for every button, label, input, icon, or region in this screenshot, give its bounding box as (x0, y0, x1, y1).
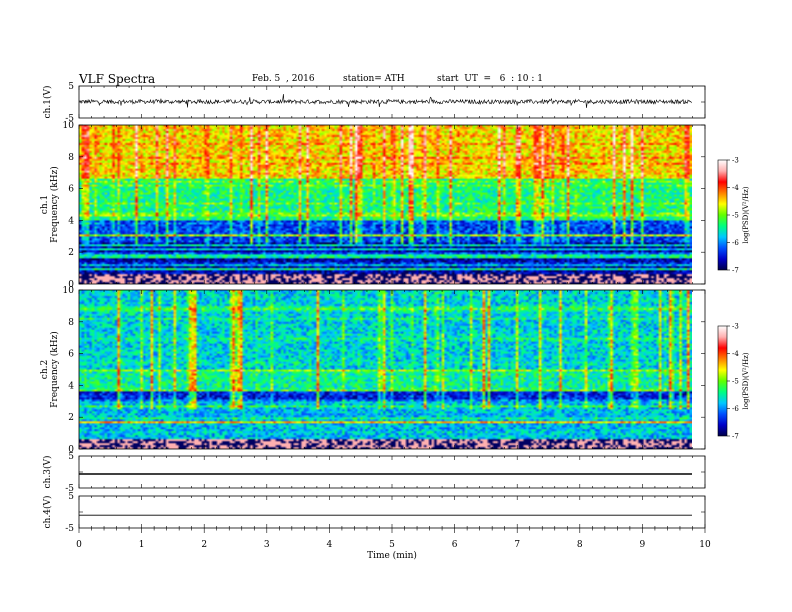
y-tick-label: -5 (65, 484, 74, 494)
ch2-spectrogram-panel: 0 2 4 6 8 10 ch.2 Frequency (kHz) (40, 286, 706, 455)
colorbar-tick-label: -6 (732, 405, 739, 413)
colorbar-tick-label: -3 (732, 323, 739, 331)
colorbar: -3 -4 -5 -6 -7 log(PSD)(V²/Hz) (717, 157, 750, 275)
y-axis-label: ch.3(V) (42, 456, 53, 489)
y-axis-label-channel: ch.1 (40, 195, 50, 214)
colorbar-tick-label: -7 (732, 433, 739, 441)
time-axis: 0 1 2 3 4 5 6 7 8 9 10 Time (min) (76, 528, 711, 561)
date-label: Feb. 5 , 2016 (252, 74, 315, 84)
y-tick-label: 10 (63, 286, 75, 296)
y-tick-label: 5 (68, 452, 74, 462)
x-tick-label: 8 (577, 540, 583, 550)
x-tick-label: 10 (699, 540, 711, 550)
y-tick-label: 4 (68, 381, 74, 391)
colorbar-tick-label: -5 (732, 378, 739, 386)
y-axis-label-channel: ch.2 (40, 360, 50, 379)
x-tick-label: 6 (452, 540, 458, 550)
y-tick-label: 8 (68, 318, 74, 328)
x-axis-label: Time (min) (367, 550, 417, 561)
colorbars: -3 -4 -5 -6 -7 log(PSD)(V²/Hz) -3 -4 -5 -6 -7 log(P… (717, 157, 750, 441)
ch1-spectrogram-panel: 0 2 4 6 8 10 ch.1 Frequency (kHz) (40, 121, 706, 290)
x-tick-label: 0 (76, 540, 82, 550)
spectrogram-image (79, 125, 692, 284)
chart-title: VLF Spectra (79, 72, 156, 86)
x-tick-label: 5 (389, 540, 395, 550)
start-time-label: start UT = 6 : 10 : 1 (437, 74, 543, 84)
y-tick-label: 0 (68, 280, 74, 290)
ch4-waveform-panel: 5 -5 ch.4(V) (42, 492, 706, 534)
y-tick-label: -5 (65, 524, 74, 534)
y-axis-label-frequency: Frequency (kHz) (49, 166, 60, 243)
y-tick-label: 0 (68, 445, 74, 455)
colorbar: -3 -4 -5 -6 -7 log(PSD)(V²/Hz) (717, 323, 750, 441)
colorbar-tick-label: -3 (732, 157, 739, 165)
x-tick-label: 3 (264, 540, 270, 550)
y-tick-label: -5 (65, 114, 74, 124)
ch1-waveform-line (78, 93, 692, 108)
ch3-waveform-panel: 5 -5 ch.3(V) (42, 452, 706, 494)
x-tick-label: 9 (640, 540, 646, 550)
colorbar-tick-label: -7 (732, 267, 739, 275)
x-tick-label: 1 (139, 540, 145, 550)
plot-panels: 5-5ch.1(V)5-5ch.3(V)5-5ch.4(V)0246810ch.… (40, 82, 706, 534)
x-tick-label: 4 (327, 540, 333, 550)
colorbar-gradient (717, 325, 728, 437)
colorbar-tick-label: -4 (732, 350, 739, 358)
y-tick-label: 8 (68, 153, 74, 163)
colorbar-gradient (717, 159, 728, 271)
y-tick-label: 10 (63, 121, 75, 131)
y-tick-label: 4 (68, 216, 74, 226)
colorbar-tick-label: -6 (732, 239, 739, 247)
y-tick-label: 6 (68, 350, 74, 360)
spectrogram-image (79, 290, 692, 449)
x-tick-label: 2 (201, 540, 207, 550)
panel-frame (78, 455, 706, 489)
colorbar-label: log(PSD)(V²/Hz) (742, 186, 750, 243)
y-tick-label: 2 (68, 413, 74, 423)
colorbar-label: log(PSD)(V²/Hz) (742, 352, 750, 409)
y-tick-label: 2 (68, 248, 74, 258)
y-tick-label: 5 (68, 492, 74, 502)
y-axis-label-frequency: Frequency (kHz) (49, 331, 60, 408)
y-tick-label: 5 (68, 82, 74, 92)
colorbar-tick-label: -5 (732, 212, 739, 220)
y-tick-label: 6 (68, 185, 74, 195)
x-tick-label: 7 (514, 540, 520, 550)
y-axis-label: ch.1(V) (42, 86, 53, 119)
panel-frame (78, 85, 706, 119)
ch1-waveform-panel: 5 -5 ch.1(V) (42, 82, 706, 124)
colorbar-tick-label: -4 (732, 184, 739, 192)
y-axis-label: ch.4(V) (42, 496, 53, 529)
panel-frame (78, 495, 706, 529)
station-label: station= ATH (343, 74, 405, 84)
